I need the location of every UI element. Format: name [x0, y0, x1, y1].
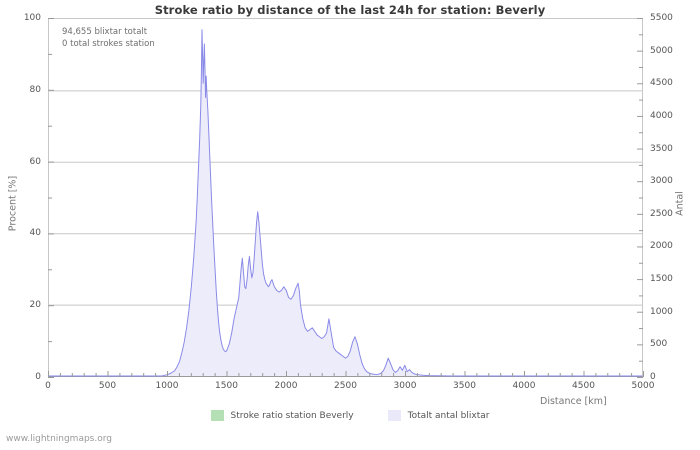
chart-title: Stroke ratio by distance of the last 24h…	[154, 3, 546, 17]
legend-item-total-strokes[interactable]: Totalt antal blixtar	[387, 410, 490, 421]
x-axis-tick-2000: 2000	[274, 381, 298, 391]
y-axis-left-tick-80: 80	[29, 84, 41, 95]
x-axis-tick-4500: 4500	[572, 381, 595, 391]
y-axis-right-tick-2000: 2000	[650, 241, 673, 252]
x-axis-tick-500: 500	[98, 381, 117, 391]
y-axis-right-tick-500: 500	[650, 339, 668, 350]
y-axis-left-ticklabels: 0 20 40 60 80 100	[0, 13, 41, 382]
gridlines	[49, 90, 642, 306]
x-axis-tick-4000: 4000	[512, 381, 536, 391]
y-axis-right-tick-3500: 3500	[650, 143, 673, 154]
legend-swatch-stroke-ratio	[210, 410, 224, 421]
x-axis-tick-3500: 3500	[453, 381, 476, 391]
x-axis-tick-3000: 3000	[393, 381, 417, 391]
x-axis-tick-1000: 1000	[155, 381, 179, 391]
y-axis-left-tick-60: 60	[29, 156, 41, 167]
legend-label-stroke-ratio: Stroke ratio station Beverly	[230, 410, 354, 421]
x-axis-tick-1500: 1500	[215, 381, 238, 391]
plot-area	[48, 18, 643, 377]
legend-item-stroke-ratio[interactable]: Stroke ratio station Beverly	[210, 410, 354, 421]
y-axis-left-tick-100: 100	[23, 13, 41, 23]
y-axis-right-tick-4000: 4000	[650, 110, 673, 121]
y-axis-right-tick-1500: 1500	[650, 274, 673, 285]
y-axis-right-tick-2500: 2500	[650, 208, 673, 219]
x-axis-tick-2500: 2500	[334, 381, 357, 391]
y-axis-right-tick-5000: 5000	[650, 45, 673, 56]
y-axis-right-tick-5500: 5500	[650, 13, 673, 23]
legend-swatch-total-strokes	[387, 410, 401, 421]
y-axis-left-label: Procent [%]	[7, 175, 19, 232]
y-axis-right-tick-3000: 3000	[650, 176, 673, 187]
y-axis-right-tick-0: 0	[650, 372, 656, 382]
y-axis-right-tick-1000: 1000	[650, 306, 673, 317]
x-axis-ticklabels: 0 500 1000 1500 2000 2500 3000 3500 4000 4500 5000	[45, 381, 654, 395]
annotation-line-1: 94,655 blixtar totalt	[62, 27, 148, 37]
y-axis-left-tick-0: 0	[35, 372, 41, 382]
y-axis-right-ticklabels: 0 500 1000 1500 2000 2500 3000 3500 4000 4500 5000…	[650, 13, 698, 382]
annotation-line-2: 0 total strokes station	[62, 38, 155, 49]
y-axis-right-tick-4500: 4500	[650, 78, 673, 89]
x-axis-tick-0: 0	[45, 381, 51, 391]
y-axis-right-label: Antal	[674, 191, 686, 216]
y-axis-left-tick-20: 20	[29, 300, 41, 311]
chart-annotation: 94,655 blixtar totalt 0 total strokes st…	[62, 27, 155, 50]
chart-legend: Stroke ratio station Beverly Totalt anta…	[0, 410, 700, 421]
legend-label-total-strokes: Totalt antal blixtar	[407, 410, 490, 421]
data-series-total-strokes	[48, 29, 643, 377]
footer-url: www.lightningmaps.org	[6, 434, 112, 444]
y-axis-left-tick-40: 40	[29, 228, 41, 239]
x-axis-label: Distance [km]	[540, 396, 607, 407]
x-axis-tick-5000: 5000	[631, 381, 655, 391]
